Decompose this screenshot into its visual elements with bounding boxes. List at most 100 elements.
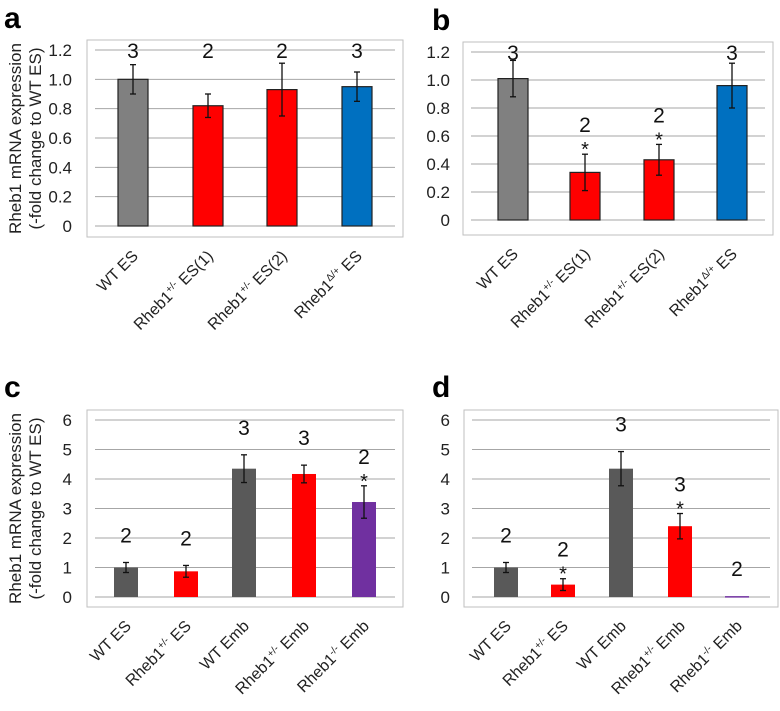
y-tick-label: 1.0 [48, 70, 72, 89]
y-tick-label: 4 [441, 470, 450, 489]
bar [341, 86, 373, 227]
n-label: 2 [180, 527, 192, 550]
x-label-base: WT ES [87, 618, 135, 666]
x-label-base: Rheb1 [123, 644, 168, 689]
x-label-rest: Emb [334, 618, 372, 656]
y-tick-label: 1.2 [426, 43, 450, 62]
y-tick-label: 0.2 [48, 188, 72, 207]
y-axis-title-line2: (-fold change to WT ES) [26, 417, 45, 599]
n-label: 2 [202, 40, 214, 63]
y-axis-title-line2: (-fold change to WT ES) [26, 47, 45, 229]
x-tick-label: Rheb1+/- ES(2) [204, 247, 291, 334]
panel-letter: b [432, 4, 450, 37]
n-label: 2 [731, 558, 743, 581]
y-tick-label: 0 [63, 217, 72, 236]
x-label-rest: Emb [274, 618, 312, 656]
n-label: 2 [653, 104, 665, 127]
n-label: 2 [557, 539, 569, 562]
y-tick-label: 0.6 [48, 129, 72, 148]
x-label-base: Rheb1 [131, 288, 176, 333]
n-label: 2 [120, 524, 132, 547]
x-label-rest: Emb [707, 618, 745, 656]
x-label-base: Rheb1 [582, 286, 627, 331]
x-tick-label: Rheb1Δ/+ ES [291, 247, 366, 322]
x-label-base: WT ES [467, 618, 515, 666]
y-tick-label: 0 [441, 211, 450, 230]
x-label-rest: ES(2) [624, 246, 668, 290]
x-label-base: Rheb1 [205, 288, 250, 333]
x-label-base: WT Emb [574, 618, 630, 674]
y-tick-label: 0.8 [426, 99, 450, 118]
y-tick-label: 5 [441, 441, 450, 460]
x-tick-label: WT Emb [574, 618, 630, 674]
x-tick-label: WT Emb [197, 618, 253, 674]
x-label-base: Rheb1 [233, 653, 278, 698]
x-tick-label: WT ES [94, 248, 142, 296]
x-label-base: WT ES [94, 248, 142, 296]
n-label: 2 [276, 40, 288, 63]
significance-star: * [676, 499, 684, 521]
x-tick-label: Rheb1+/- ES(2) [581, 245, 668, 332]
y-tick-label: 0.4 [48, 158, 72, 177]
x-label-base: Rheb1 [666, 275, 711, 320]
x-tick-label: WT ES [474, 246, 522, 294]
n-label: 2 [358, 446, 370, 469]
y-tick-label: 2 [441, 529, 450, 548]
y-tick-label: 0.6 [426, 127, 450, 146]
significance-star: * [360, 471, 368, 493]
x-label-base: Rheb1 [500, 644, 545, 689]
y-tick-label: 0.2 [426, 183, 450, 202]
n-label: 3 [507, 42, 519, 65]
x-label-rest: ES(2) [247, 248, 291, 292]
y-tick-label: 0.8 [48, 100, 72, 119]
x-tick-label: Rheb1Δ/+ ES [666, 245, 741, 320]
y-tick-label: 0.4 [426, 155, 450, 174]
significance-star: * [559, 564, 567, 586]
panel-a: a 0 0.2 0.4 0.6 0.8 1.0 1.2 Rheb1 mRNA expressio… [4, 2, 404, 334]
x-label-rest: Emb [650, 618, 688, 656]
y-tick-label: 4 [63, 470, 72, 489]
y-tick-label: 6 [441, 411, 450, 430]
bar [292, 473, 316, 597]
bar [117, 78, 149, 227]
x-tick-label: Rheb1+/- ES(1) [130, 247, 217, 334]
y-tick-label: 1.0 [426, 71, 450, 90]
x-label-base: Rheb1 [291, 277, 336, 322]
x-label-base: WT Emb [197, 618, 253, 674]
n-label: 3 [238, 417, 250, 440]
y-tick-label: 0 [63, 588, 72, 607]
y-tick-label: 2 [63, 529, 72, 548]
x-label-base: Rheb1 [294, 651, 339, 696]
bar [725, 596, 749, 598]
x-label-base: Rheb1 [609, 653, 654, 698]
y-tick-label: 3 [63, 500, 72, 519]
y-tick-label: 3 [441, 500, 450, 519]
bar [232, 468, 256, 597]
y-tick-label: 1 [441, 559, 450, 578]
n-label: 3 [726, 42, 738, 65]
y-tick-label: 1 [63, 559, 72, 578]
panel-c: c 0 1 2 3 4 5 6 Rheb1 mRNA expression (-fold chan… [4, 371, 404, 698]
x-label-base: Rheb1 [508, 286, 553, 331]
x-label-base: Rheb1 [667, 651, 712, 696]
y-tick-label: 0 [441, 588, 450, 607]
n-label: 3 [127, 40, 139, 63]
significance-star: * [581, 139, 589, 161]
n-label: 2 [500, 524, 512, 547]
n-label: 3 [351, 40, 363, 63]
n-label: 2 [579, 114, 591, 137]
panel-letter: d [432, 371, 450, 404]
x-label-rest: ES(1) [173, 248, 217, 292]
y-axis-title-line1: Rheb1 mRNA expression [6, 43, 25, 234]
bar [192, 105, 224, 227]
y-tick-label: 6 [63, 411, 72, 430]
panel-letter: a [4, 2, 21, 35]
n-label: 3 [298, 427, 310, 450]
significance-star: * [655, 129, 663, 151]
y-axis-title-line1: Rheb1 mRNA expression [6, 413, 25, 604]
n-label: 3 [674, 474, 686, 497]
x-label-rest: ES(1) [550, 246, 594, 290]
